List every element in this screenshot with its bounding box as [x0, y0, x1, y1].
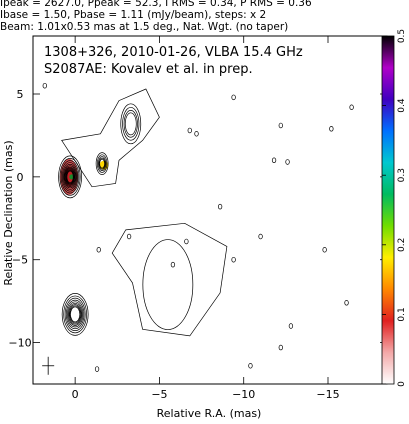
- noise-contour: [285, 159, 290, 165]
- noise-contour: [42, 82, 47, 89]
- y-tick-label: 5: [17, 88, 24, 101]
- noise-contour: [278, 344, 283, 351]
- axis-layer: 0 −5 −10 −15 5 0 −5 −10: [8, 36, 387, 401]
- diffuse-contour: [111, 222, 228, 337]
- colorbar-tick-label: 0.3: [397, 168, 407, 182]
- noise-contour: [329, 126, 334, 132]
- noise-contour: [271, 157, 277, 164]
- header-line-1: Ipeak = 2627.0, Ppeak = 52.3, I RMS = 0.…: [0, 0, 312, 9]
- noise-contour: [349, 104, 354, 111]
- contour-line: [120, 103, 142, 145]
- colorbar: [381, 35, 395, 385]
- contour-line: [58, 155, 82, 199]
- contour-line: [68, 304, 82, 325]
- y-tick-label: −10: [8, 337, 31, 350]
- contour-line: [69, 305, 81, 324]
- contour-line: [64, 166, 76, 187]
- x-tick-label: 0: [72, 388, 79, 401]
- noise-contour: [217, 203, 223, 210]
- annotation-source: 1308+326, 2010-01-26, VLBA 15.4 GHz: [44, 45, 303, 60]
- noise-contour: [288, 323, 294, 329]
- noise-contour: [258, 233, 263, 240]
- contour-line: [59, 158, 81, 196]
- plot-layer: [42, 82, 354, 375]
- colorbar-tick-label: 0.2: [397, 238, 407, 252]
- colorbar-tick-label: 0.4: [397, 98, 407, 113]
- noise-contour: [248, 363, 253, 369]
- contour-line: [65, 299, 85, 330]
- header-line-3: Beam: 1.01x0.53 mas at 1.5 deg., Nat. Wg…: [0, 21, 289, 33]
- colorbar-ticks: 0 0.1 0.2 0.3 0.4 0.5: [382, 29, 407, 387]
- noise-contour: [322, 247, 327, 253]
- jet-envelope-contour: [61, 88, 160, 188]
- contour-line: [62, 163, 78, 190]
- contour-line: [61, 162, 79, 192]
- contour-line: [66, 170, 74, 184]
- annotation-reference: S2087AE: Kovalev et al. in prep.: [44, 62, 253, 77]
- contour-line: [96, 154, 108, 173]
- colorbar-tick-label: 0: [397, 381, 407, 387]
- contour-line: [60, 160, 80, 194]
- noise-contour: [184, 238, 189, 245]
- contour-line: [61, 293, 89, 336]
- contour-line: [66, 169, 75, 184]
- colorbar-tick-label: 0.5: [397, 29, 407, 43]
- noise-contour: [126, 233, 132, 240]
- contour-line: [63, 165, 77, 189]
- contour-line: [66, 301, 84, 328]
- noise-contour: [278, 122, 283, 129]
- y-tick-label: 0: [17, 171, 24, 184]
- contour-line: [98, 157, 106, 170]
- noise-contour: [170, 261, 176, 268]
- x-axis-label: Relative R.A. (mas): [157, 407, 262, 420]
- contour-line: [122, 107, 140, 141]
- contour-line: [99, 158, 105, 169]
- noise-contour: [187, 127, 192, 134]
- contour-line: [124, 112, 137, 136]
- contour-line: [95, 152, 109, 175]
- y-axis-label: Relative Declination (mas): [2, 140, 15, 285]
- x-tick-label: −5: [151, 388, 167, 401]
- x-tick-label: −15: [316, 388, 339, 401]
- contour-line: [63, 295, 87, 334]
- plot-frame: [32, 35, 388, 385]
- contour-line: [65, 167, 76, 186]
- contour-line: [70, 306, 81, 323]
- noise-contour: [344, 300, 349, 306]
- noise-contour: [194, 131, 199, 137]
- contour-line: [65, 168, 75, 185]
- header-line-2: Ibase = 1.50, Pbase = 1.11 (mJy/beam), s…: [0, 9, 267, 21]
- contour-line: [142, 239, 194, 330]
- contour-line: [67, 302, 83, 326]
- noise-contour: [94, 366, 100, 372]
- noise-contour: [96, 247, 101, 253]
- contour-line: [123, 110, 138, 138]
- contour-line: [64, 297, 86, 332]
- noise-contour: [231, 256, 236, 263]
- noise-contour: [231, 94, 236, 101]
- x-tick-label: −10: [232, 388, 255, 401]
- colorbar-tick-label: 0.1: [397, 307, 407, 321]
- y-tick-label: −5: [12, 254, 28, 267]
- contour-line: [97, 156, 107, 171]
